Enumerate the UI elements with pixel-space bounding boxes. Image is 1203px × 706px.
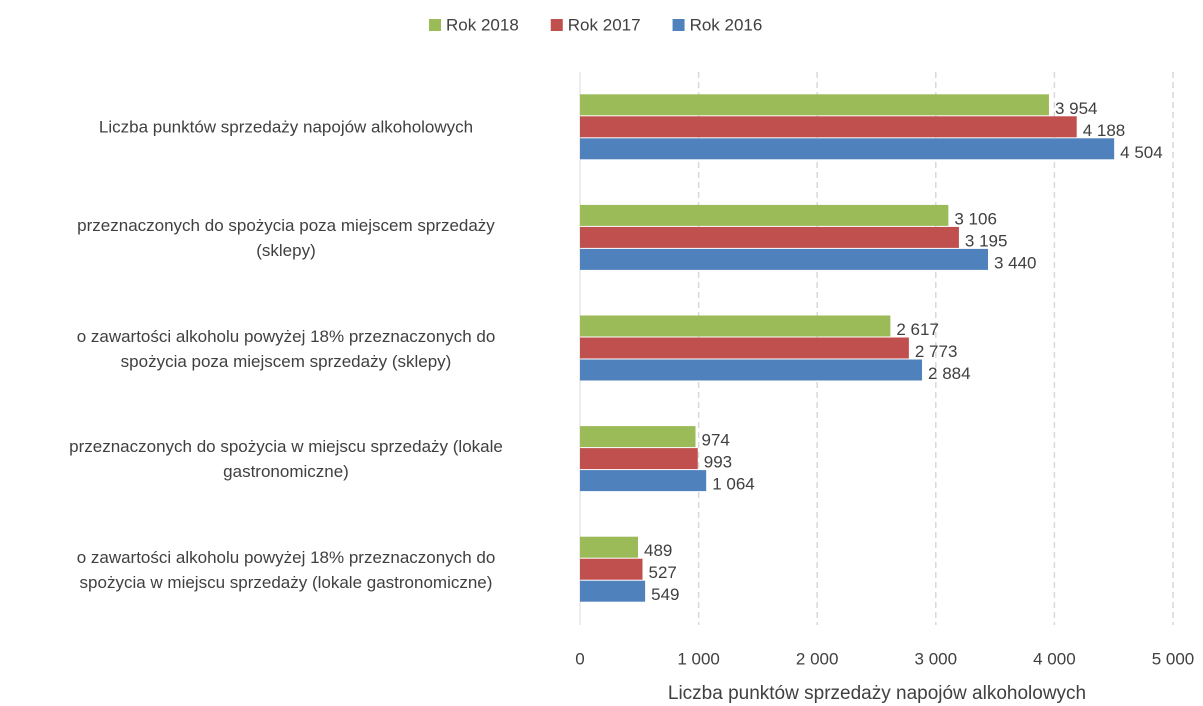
category-label: o zawartości alkoholu powyżej 18% przezn… bbox=[76, 547, 496, 592]
bar bbox=[580, 359, 923, 381]
value-label: 3 954 bbox=[1055, 99, 1098, 118]
bar bbox=[580, 536, 638, 558]
x-tick-label: 3 000 bbox=[915, 649, 958, 668]
bar bbox=[580, 580, 646, 602]
value-label: 3 440 bbox=[994, 253, 1037, 272]
category-label: o zawartości alkoholu powyżej 18% przezn… bbox=[76, 326, 496, 371]
value-label: 1 064 bbox=[712, 475, 755, 494]
x-tick-label: 4 000 bbox=[1033, 649, 1076, 668]
legend-swatch bbox=[672, 19, 685, 31]
value-label: 549 bbox=[651, 585, 679, 604]
x-tick-label: 5 000 bbox=[1152, 649, 1195, 668]
value-label: 4 504 bbox=[1120, 143, 1163, 162]
legend-label: Rok 2017 bbox=[568, 15, 641, 34]
x-axis-title: Liczba punktów sprzedaży napojów alkohol… bbox=[668, 683, 1086, 704]
value-label: 4 188 bbox=[1083, 121, 1126, 140]
value-label: 3 195 bbox=[965, 231, 1008, 250]
bar bbox=[580, 226, 959, 248]
category-label: przeznaczonych do spożycia w miejscu spr… bbox=[69, 437, 503, 482]
value-label: 2 884 bbox=[928, 364, 971, 383]
value-label: 993 bbox=[704, 453, 732, 472]
bar bbox=[580, 94, 1049, 116]
bar bbox=[580, 448, 698, 470]
value-label: 489 bbox=[644, 541, 672, 560]
legend-swatch bbox=[429, 19, 441, 31]
value-label: 974 bbox=[702, 431, 730, 450]
x-tick-label: 0 bbox=[575, 649, 584, 668]
value-label: 2 773 bbox=[915, 342, 958, 361]
value-label: 527 bbox=[649, 563, 677, 582]
bar bbox=[580, 426, 696, 448]
value-label: 3 106 bbox=[954, 209, 997, 228]
x-tick-label: 2 000 bbox=[796, 649, 839, 668]
category-label: Liczba punktów sprzedaży napojów alkohol… bbox=[98, 117, 474, 137]
bar bbox=[580, 248, 988, 270]
bar bbox=[580, 558, 643, 580]
category-label: przeznaczonych do spożycia poza miejscem… bbox=[77, 215, 495, 260]
legend-label: Rok 2018 bbox=[446, 15, 519, 34]
bar bbox=[580, 315, 891, 337]
bar bbox=[580, 337, 909, 359]
value-label: 2 617 bbox=[896, 320, 939, 339]
bar bbox=[580, 116, 1077, 138]
bar bbox=[580, 470, 707, 492]
bar bbox=[580, 138, 1115, 160]
legend-swatch bbox=[550, 19, 563, 31]
bar bbox=[580, 204, 949, 226]
legend-label: Rok 2016 bbox=[690, 15, 763, 34]
x-tick-label: 1 000 bbox=[677, 649, 720, 668]
